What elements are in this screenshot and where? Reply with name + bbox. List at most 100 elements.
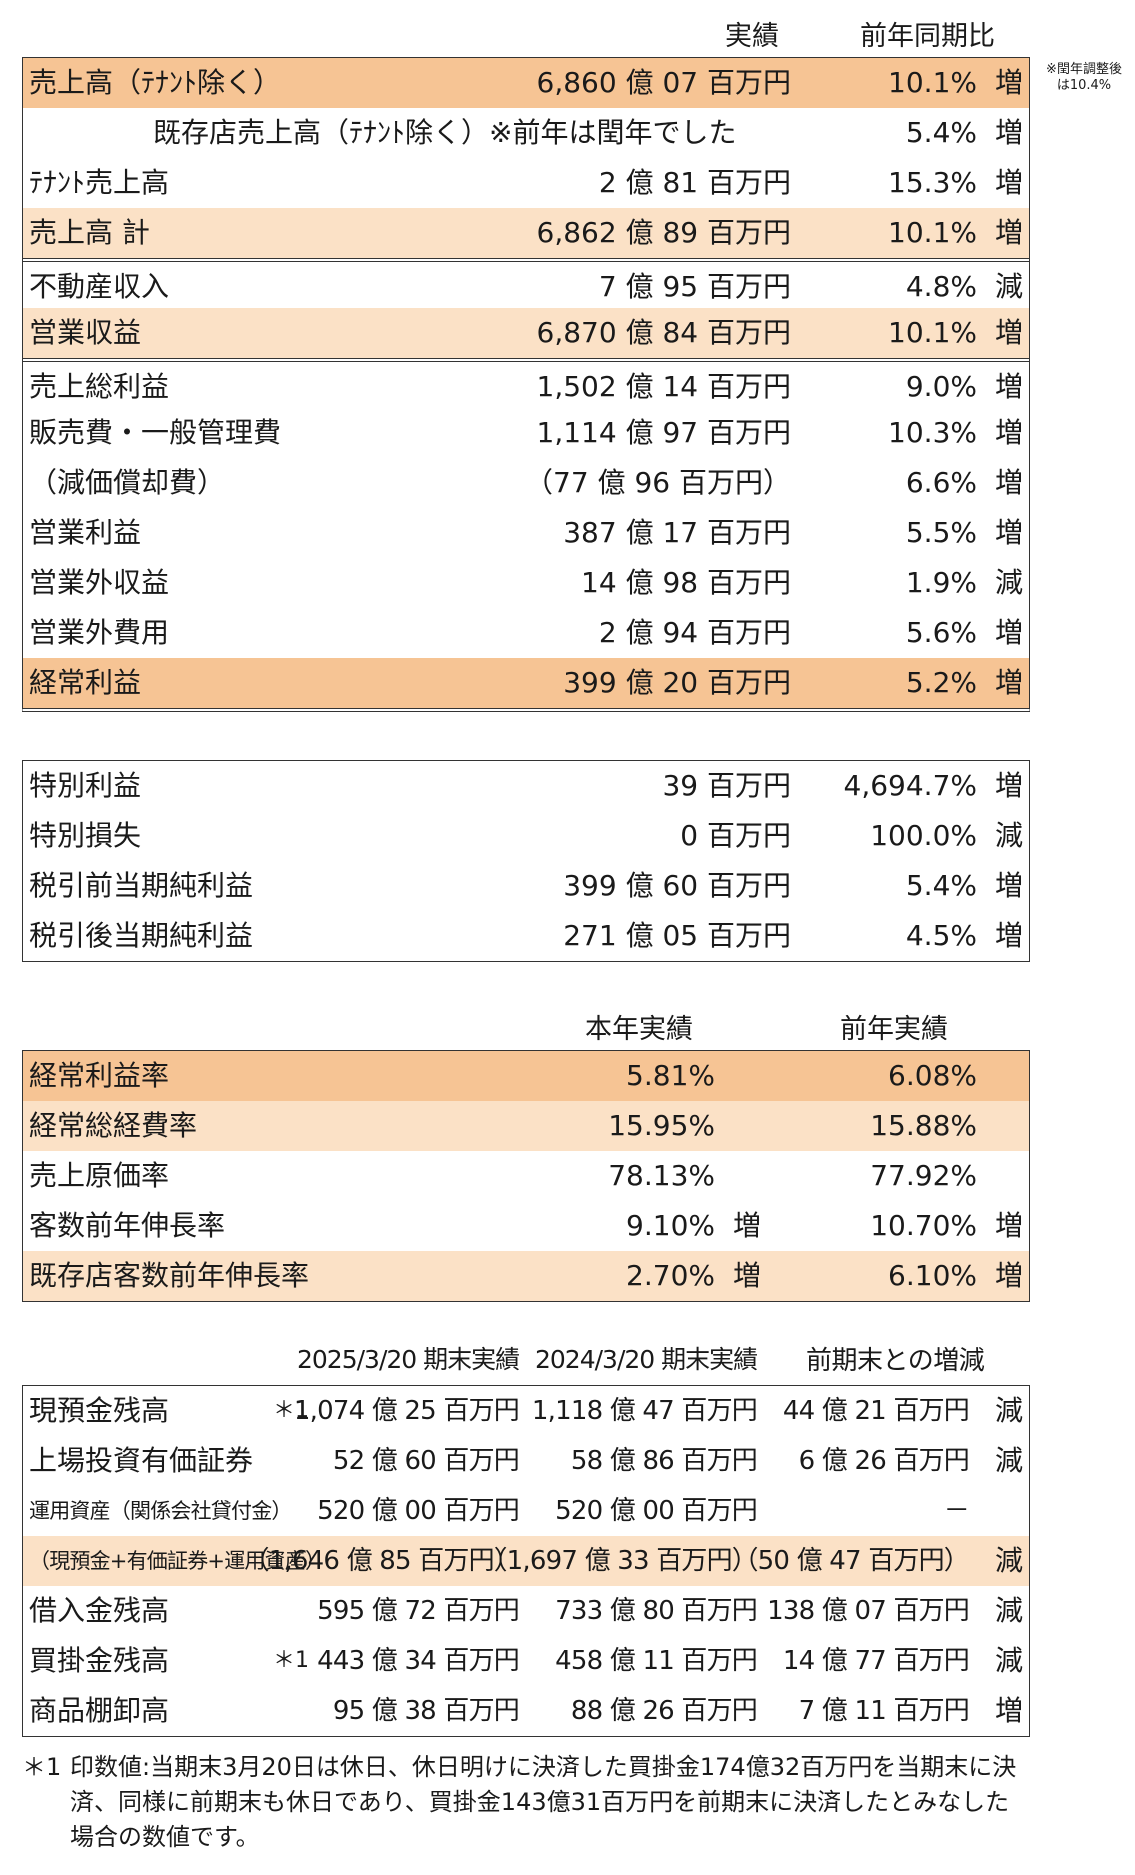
- row-fy2025-value: 595 億 72 百万円: [317, 1596, 520, 1626]
- row-change-direction: 増: [994, 516, 1023, 549]
- row-amount: （77 億 96 百万円）: [525, 466, 791, 499]
- row-yoy-percent: 5.4%: [905, 869, 977, 902]
- header-previous-year: 前年実績: [840, 1014, 948, 1045]
- row-fy2024-value: 520 億 00 百万円: [555, 1496, 758, 1526]
- row-change-direction: 減: [994, 1394, 1023, 1427]
- row-change-direction: 増: [994, 166, 1023, 199]
- row-change-direction: 増: [994, 370, 1023, 403]
- leap-year-side-note: ※閏年調整後 は10.4%: [1036, 62, 1132, 94]
- row-amount: 1,114 億 97 百万円: [536, 416, 792, 449]
- row-change-value: －: [943, 1496, 970, 1526]
- row-label: 売上原価率: [29, 1159, 170, 1192]
- row-change-direction: 減: [994, 1594, 1023, 1627]
- row-label: 商品棚卸高: [29, 1694, 170, 1727]
- income-row: 売上高（ﾃﾅﾝﾄ除く） 6,860 億 07 百万円 10.1% 増: [23, 58, 1029, 108]
- row-change-direction: 増: [994, 666, 1023, 699]
- row-fy2024-value: 458 億 11 百万円: [555, 1646, 758, 1676]
- income-row: 営業利益 387 億 17 百万円 5.5% 増: [23, 508, 1029, 558]
- row-yoy-percent: 10.1%: [888, 66, 977, 99]
- row-amount: 1,502 億 14 百万円: [536, 370, 792, 403]
- ratio-row: 経常利益率 5.81% 6.08%: [23, 1051, 1029, 1101]
- income-row: 不動産収入 7 億 95 百万円 4.8% 減: [23, 258, 1029, 308]
- row-amount: 39 百万円: [662, 769, 791, 802]
- row-amount: 399 億 20 百万円: [563, 666, 791, 699]
- row-label: 経常総経費率: [29, 1109, 198, 1142]
- row-yoy-percent: 10.1%: [888, 216, 977, 249]
- row-change-direction: 増: [994, 466, 1023, 499]
- ratio-row: 経常総経費率 15.95% 15.88%: [23, 1101, 1029, 1151]
- income-row: 販売費・一般管理費 1,114 億 97 百万円 10.3% 増: [23, 408, 1029, 458]
- row-fy2024-value: 733 億 80 百万円: [555, 1596, 758, 1626]
- row-label: 売上高 計: [29, 216, 150, 249]
- row-amount: 6,862 億 89 百万円: [536, 216, 792, 249]
- balance-table: 現預金残高 ＊1 1,074 億 25 百万円 1,118 億 47 百万円 44 億 …: [22, 1385, 1030, 1737]
- balance-row: 借入金残高 595 億 72 百万円 733 億 80 百万円 138 億 07 百万…: [23, 1586, 1029, 1636]
- extraordinary-row: 特別損失 0 百万円 100.0% 減: [23, 811, 1029, 861]
- row-amount: 14 億 98 百万円: [581, 566, 791, 599]
- row-change-direction: 増: [994, 1694, 1023, 1727]
- row-change-direction: 減: [994, 1444, 1023, 1477]
- row-current-value: 5.81%: [626, 1059, 715, 1092]
- ratio-row: 客数前年伸長率 9.10% 増 10.70% 増: [23, 1201, 1029, 1251]
- header-fy2024: 2024/3/20 期末実績: [535, 1345, 758, 1374]
- row-amount: 387 億 17 百万円: [563, 516, 791, 549]
- extraordinary-row: 特別利益 39 百万円 4,694.7% 増: [23, 761, 1029, 811]
- row-change-direction: 減: [994, 1644, 1023, 1677]
- header-yoy-ratio: 前年同期比: [860, 21, 995, 52]
- row-fy2025-value: 520 億 00 百万円: [317, 1496, 520, 1526]
- row-change-direction: 減: [994, 819, 1023, 852]
- row-fy2024-value: 58 億 86 百万円: [570, 1446, 758, 1476]
- row-label: 既存店客数前年伸長率: [29, 1259, 310, 1292]
- row-label: 売上高（ﾃﾅﾝﾄ除く）: [29, 66, 282, 99]
- income-row: ﾃﾅﾝﾄ売上高 2 億 81 百万円 15.3% 増: [23, 158, 1029, 208]
- side-note-line: ※閏年調整後: [1046, 62, 1122, 77]
- row-yoy-percent: 5.2%: [905, 666, 977, 699]
- row-label: 販売費・一般管理費: [29, 416, 282, 449]
- row-previous-value: 15.88%: [870, 1109, 977, 1142]
- footnote: ＊1 印数値:当期末3月20日は休日、休日明けに決済した買掛金174億32百万円…: [22, 1750, 1030, 1855]
- row-fy2024-value: （1,697 億 33 百万円）: [481, 1546, 757, 1576]
- row-current-value: 78.13%: [608, 1159, 715, 1192]
- balance-row: 買掛金残高 ＊1 443 億 34 百万円 458 億 11 百万円 14 億 77 百…: [23, 1636, 1029, 1686]
- header-change: 前期末との増減: [806, 1346, 985, 1376]
- header-amount: 実績: [725, 21, 779, 52]
- balance-row: 商品棚卸高 95 億 38 百万円 88 億 26 百万円 7 億 11 百万円増: [23, 1686, 1029, 1736]
- row-amount: 399 億 60 百万円: [563, 869, 791, 902]
- balance-row: 上場投資有価証券 52 億 60 百万円 58 億 86 百万円 6 億 26 百万円…: [23, 1436, 1029, 1486]
- row-current-value: 9.10%: [626, 1209, 715, 1242]
- row-previous-change: 増: [994, 1209, 1023, 1242]
- income-row: 売上総利益 1,502 億 14 百万円 9.0% 増: [23, 358, 1029, 408]
- row-fy2024-value: 88 億 26 百万円: [570, 1696, 758, 1726]
- row-change-value: （50 億 47 百万円）: [732, 1546, 969, 1576]
- row-label: 税引前当期純利益: [29, 869, 254, 902]
- income-row: 売上高 計 6,862 億 89 百万円 10.1% 増: [23, 208, 1029, 258]
- row-label: 不動産収入: [29, 270, 170, 303]
- row-previous-change: 増: [994, 1259, 1023, 1292]
- row-current-change: 増: [732, 1259, 761, 1292]
- extraordinary-row: 税引前当期純利益 399 億 60 百万円 5.4% 増: [23, 861, 1029, 911]
- row-yoy-percent: 4,694.7%: [843, 769, 977, 802]
- row-yoy-percent: 4.5%: [905, 919, 977, 952]
- income-row: 既存店売上高（ﾃﾅﾝﾄ除く）※前年は閏年でした 5.4% 増: [23, 108, 1029, 158]
- row-label: ﾃﾅﾝﾄ売上高: [29, 166, 170, 199]
- row-previous-value: 10.70%: [870, 1209, 977, 1242]
- income-row: 営業外収益 14 億 98 百万円 1.9% 減: [23, 558, 1029, 608]
- row-amount: 6,860 億 07 百万円: [536, 66, 792, 99]
- row-yoy-percent: 10.1%: [888, 316, 977, 349]
- balance-row: （現預金+有価証券+運用資産） （1,646 億 85 百万円） （1,697 億 …: [23, 1536, 1029, 1586]
- header-current-year: 本年実績: [585, 1014, 693, 1045]
- row-yoy-percent: 9.0%: [905, 370, 977, 403]
- row-amount: 271 億 05 百万円: [563, 919, 791, 952]
- side-note-line: は10.4%: [1056, 78, 1112, 93]
- income-row: 営業外費用 2 億 94 百万円 5.6% 増: [23, 608, 1029, 658]
- row-change-direction: 増: [994, 66, 1023, 99]
- row-label: 売上総利益: [29, 370, 170, 403]
- footnote-ref-mark: ＊1: [273, 1398, 309, 1423]
- row-yoy-percent: 5.4%: [905, 116, 977, 149]
- row-label: 経常利益率: [29, 1059, 170, 1092]
- row-fy2025-value: （1,646 億 85 百万円）: [243, 1546, 519, 1576]
- row-current-value: 15.95%: [608, 1109, 715, 1142]
- row-fy2025-value: 443 億 34 百万円: [317, 1646, 520, 1676]
- row-label: 客数前年伸長率: [29, 1209, 226, 1242]
- row-label: 運用資産（関係会社貸付金）: [29, 1499, 292, 1523]
